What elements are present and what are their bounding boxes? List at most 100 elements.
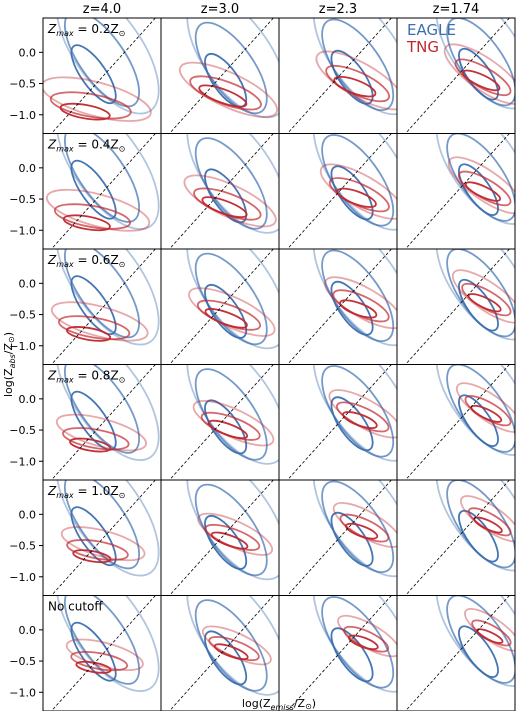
one-to-one-line: [286, 133, 392, 249]
legend-eagle: EAGLE: [407, 21, 456, 39]
panel-plot-area: [404, 133, 515, 249]
tng-contour-2: [324, 276, 397, 330]
panel-r5-c0: 0.0−0.5−1.0−10No cutoff: [9, 595, 162, 711]
eagle-contour-2: [186, 480, 279, 581]
eagle-contour-1: [63, 249, 141, 339]
panel-plot-area: [168, 133, 279, 249]
one-to-one-line: [404, 480, 510, 596]
tng-contour-1: [464, 395, 512, 427]
panel-plot-area: [168, 18, 279, 134]
eagle-contour-1: [446, 480, 515, 569]
tng-contour-2: [188, 287, 276, 337]
eagle-contour-1: [321, 480, 395, 574]
panel-plot-area: [50, 249, 160, 365]
one-to-one-line: [168, 364, 274, 480]
tng-contour-0: [72, 549, 112, 564]
y-tick-label: −1.0: [9, 340, 36, 353]
row-label-2: Zmax = 0.6Z⊙: [47, 253, 125, 269]
eagle-contour-0: [330, 627, 374, 683]
eagle-contour-2: [312, 595, 397, 693]
one-to-one-line: [50, 249, 156, 365]
panel-plot-area: [50, 480, 160, 596]
tng-contour-2: [332, 502, 397, 548]
y-tick-label: −1.0: [9, 455, 36, 468]
panel-r1-c1: [160, 133, 280, 250]
tng-contour-2: [459, 495, 515, 543]
eagle-contour-2: [186, 18, 279, 119]
tng-contour-2: [319, 163, 397, 220]
panel-r5-c3: −10: [396, 595, 516, 711]
tng-contour-1: [53, 203, 131, 230]
row-label-5: No cutoff: [48, 600, 103, 614]
tng-contour-2: [315, 50, 397, 111]
panel-plot-area: [404, 364, 515, 480]
eagle-contour-0: [204, 630, 248, 686]
eagle-contour-1: [194, 483, 268, 577]
eagle-contour-2: [186, 364, 279, 465]
panel-r4-c0: 0.0 −0.5 −1.0 Zmax = 1.0Z⊙: [9, 479, 162, 596]
tng-contour-1: [70, 650, 129, 672]
tng-contour-2: [328, 389, 397, 439]
legend-tng: TNG: [406, 38, 439, 56]
y-tick-label: −0.5: [9, 309, 36, 322]
eagle-contour-1: [194, 21, 268, 115]
eagle-contour-1: [63, 364, 141, 454]
eagle-contour-1: [194, 252, 268, 346]
y-tick-label: 0.0: [19, 624, 37, 637]
eagle-contour-1: [321, 249, 395, 343]
panel-r2-c0: 0.0 −0.5 −1.0 Zmax = 0.6Z⊙: [9, 248, 162, 365]
eagle-contour-2: [435, 133, 515, 225]
eagle-contour-2: [435, 249, 515, 341]
eagle-contour-2: [55, 595, 160, 692]
y-tick-label: −0.5: [9, 193, 36, 206]
tng-contour-1: [196, 299, 262, 331]
one-to-one-line: [286, 595, 392, 711]
panel-r0-c0: 0.0 −0.5 −1.0 Zmax = 0.2Z⊙: [9, 17, 162, 134]
panel-frame: [396, 248, 516, 365]
eagle-contour-0: [330, 165, 374, 221]
row-label-3: Zmax = 0.8Z⊙: [47, 369, 125, 385]
panel-plot-area: [286, 18, 397, 134]
eagle-contour-1: [446, 249, 515, 338]
panel-frame: [396, 479, 516, 596]
y-tick-label: −0.5: [9, 655, 36, 668]
eagle-contour-0: [204, 399, 248, 455]
eagle-contour-1: [446, 364, 515, 453]
one-to-one-line: [286, 18, 392, 134]
y-tick-label: 0.0: [19, 277, 37, 290]
tng-contour-1: [467, 507, 512, 537]
tng-contour-1: [461, 282, 512, 317]
tng-contour-2: [464, 608, 515, 652]
eagle-contour-2: [312, 480, 397, 578]
tng-contour-2: [451, 269, 515, 324]
tng-contour-0: [462, 69, 501, 92]
eagle-contour-1: [446, 133, 515, 222]
panel-r3-c1: [160, 364, 280, 481]
y-tick-label: −0.5: [9, 78, 36, 91]
panel-r2-c3: [396, 248, 516, 365]
tng-contour-1: [454, 58, 512, 97]
panel-r1-c2: [278, 133, 398, 250]
one-to-one-line: [168, 249, 274, 365]
tng-contour-1: [58, 315, 131, 341]
panel-plot-area: [50, 364, 160, 480]
eagle-contour-2: [312, 249, 397, 347]
x-axis-label: log(Zemiss/Z⊙): [242, 697, 316, 711]
panel-plot-area: [168, 249, 279, 365]
tng-contour-1: [66, 539, 129, 561]
eagle-contour-2: [186, 133, 279, 234]
column-title-1: z=3.0: [201, 2, 239, 17]
panel-plot-area: [404, 18, 515, 134]
panel-plot-area: [45, 133, 160, 249]
eagle-contour-1: [63, 480, 141, 570]
y-tick-label: 0.0: [19, 508, 37, 521]
panel-plot-area: [50, 595, 160, 711]
tng-contour-2: [178, 61, 278, 118]
eagle-contour-1: [446, 595, 515, 684]
one-to-one-line: [168, 133, 274, 249]
eagle-contour-2: [435, 480, 515, 572]
panel-plot-area: [168, 364, 279, 480]
eagle-contour-2: [55, 249, 160, 346]
eagle-contour-1: [321, 134, 395, 227]
